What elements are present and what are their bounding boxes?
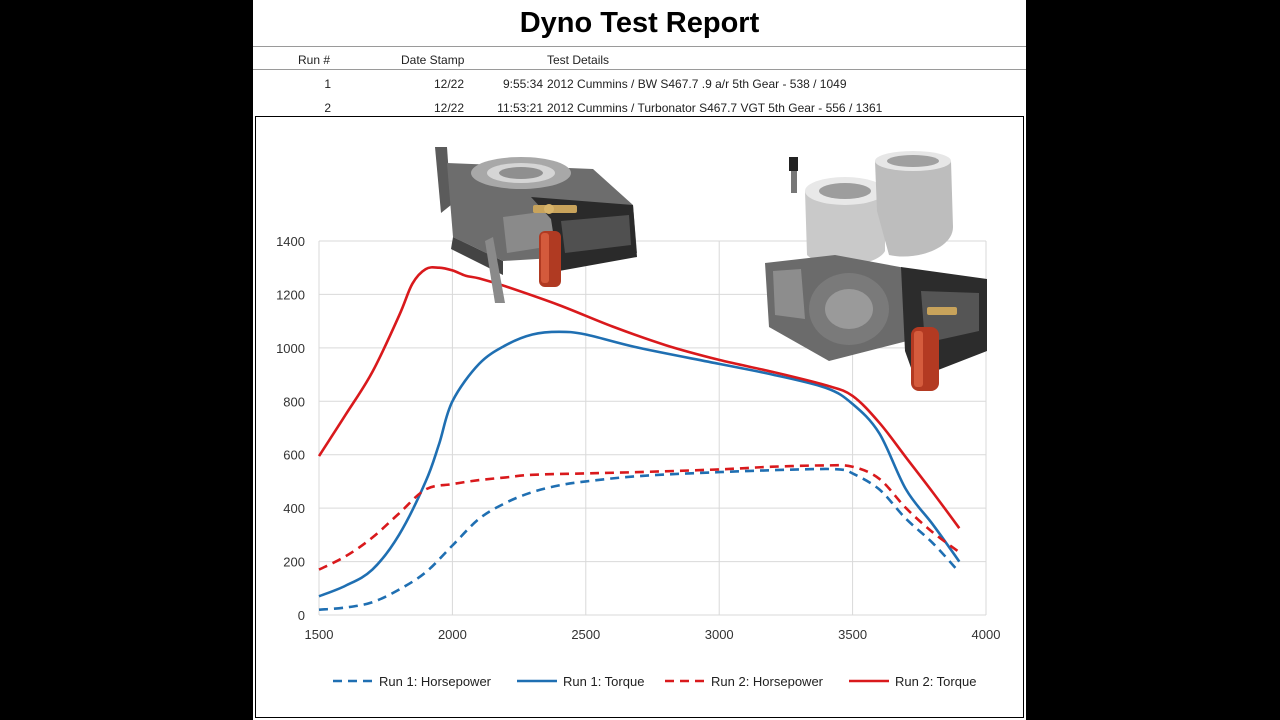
series-line-run-1-horsepower	[318, 467, 961, 611]
y-tick-label: 1400	[276, 234, 305, 249]
legend-label: Run 2: Horsepower	[711, 674, 824, 689]
x-tick-label: 2500	[571, 627, 600, 642]
legend-label: Run 1: Horsepower	[379, 674, 492, 689]
title-row: Dyno Test Report	[253, 0, 1026, 47]
chart-legend: Run 1: Horsepower Run 1: Torque Run 2: Hor…	[333, 674, 976, 689]
run-number: 1	[324, 77, 331, 91]
x-tick-label: 2000	[438, 627, 467, 642]
series-line-run-2-torque	[317, 266, 961, 529]
x-tick-label: 3000	[705, 627, 734, 642]
y-tick-label: 1200	[276, 287, 305, 302]
run-date: 12/22	[433, 77, 464, 91]
chart-series	[317, 266, 961, 611]
y-tick-label: 600	[283, 448, 305, 463]
y-tick-label: 200	[283, 555, 305, 570]
header-date-stamp: Date Stamp	[401, 53, 465, 67]
run-details: 2012 Cummins / Turbonator S467.7 VGT 5th…	[547, 101, 883, 115]
x-tick-label: 1500	[305, 627, 334, 642]
dyno-line-chart: 0 200 400 600 800 1000 1200 1400 1500 2000 2500 300…	[276, 147, 1000, 689]
turbonator-turbo-photo	[765, 151, 987, 391]
y-tick-label: 400	[283, 501, 305, 516]
y-tick-label: 800	[283, 394, 305, 409]
header-divider	[253, 69, 1026, 70]
run-number: 2	[324, 101, 331, 115]
legend-label: Run 1: Torque	[563, 674, 644, 689]
run-time: 11:53:21	[497, 101, 543, 115]
x-tick-label: 3500	[838, 627, 867, 642]
y-tick-label: 0	[298, 608, 305, 623]
header-test-details: Test Details	[547, 53, 610, 67]
y-tick-label: 1000	[276, 341, 305, 356]
run-time: 9:55:34	[502, 77, 543, 91]
chart-axes: 0 200 400 600 800 1000 1200 1400 1500 2000 2500 300…	[276, 234, 1000, 642]
vgt-actuator-turbo-photo	[435, 147, 637, 303]
run-date: 12/22	[433, 101, 464, 115]
series-line-run-1-torque	[318, 330, 961, 598]
legend-label: Run 2: Torque	[895, 674, 976, 689]
series-line-run-2-horsepower	[318, 463, 961, 571]
header-run-number: Run #	[298, 53, 331, 67]
x-tick-label: 4000	[972, 627, 1001, 642]
run-details: 2012 Cummins / BW S467.7 .9 a/r 5th Gear…	[547, 77, 847, 91]
report-title: Dyno Test Report	[519, 6, 760, 39]
